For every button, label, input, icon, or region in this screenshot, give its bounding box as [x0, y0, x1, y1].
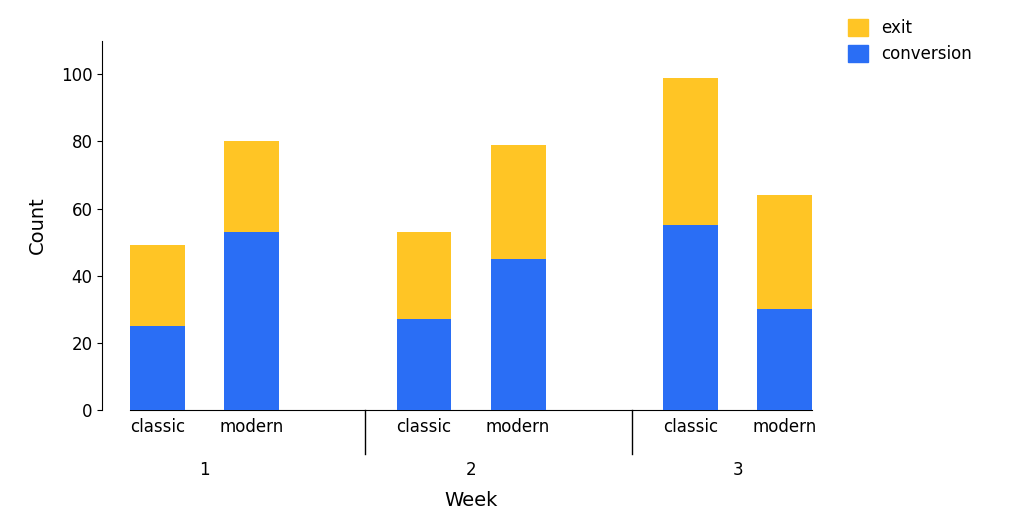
- Bar: [224, 141, 279, 232]
- Bar: [758, 195, 812, 309]
- Bar: [664, 78, 718, 225]
- Bar: [396, 232, 452, 319]
- Bar: [130, 326, 184, 410]
- X-axis label: Week: Week: [444, 492, 498, 510]
- Text: 1: 1: [199, 461, 210, 479]
- Bar: [490, 145, 546, 259]
- Bar: [490, 259, 546, 410]
- Text: 3: 3: [732, 461, 743, 479]
- Bar: [664, 225, 718, 410]
- Bar: [224, 232, 279, 410]
- Text: 2: 2: [466, 461, 476, 479]
- Bar: [758, 309, 812, 410]
- Legend: exit, conversion: exit, conversion: [848, 18, 972, 63]
- Bar: [396, 319, 452, 410]
- Y-axis label: Count: Count: [29, 197, 47, 254]
- Bar: [130, 245, 184, 326]
